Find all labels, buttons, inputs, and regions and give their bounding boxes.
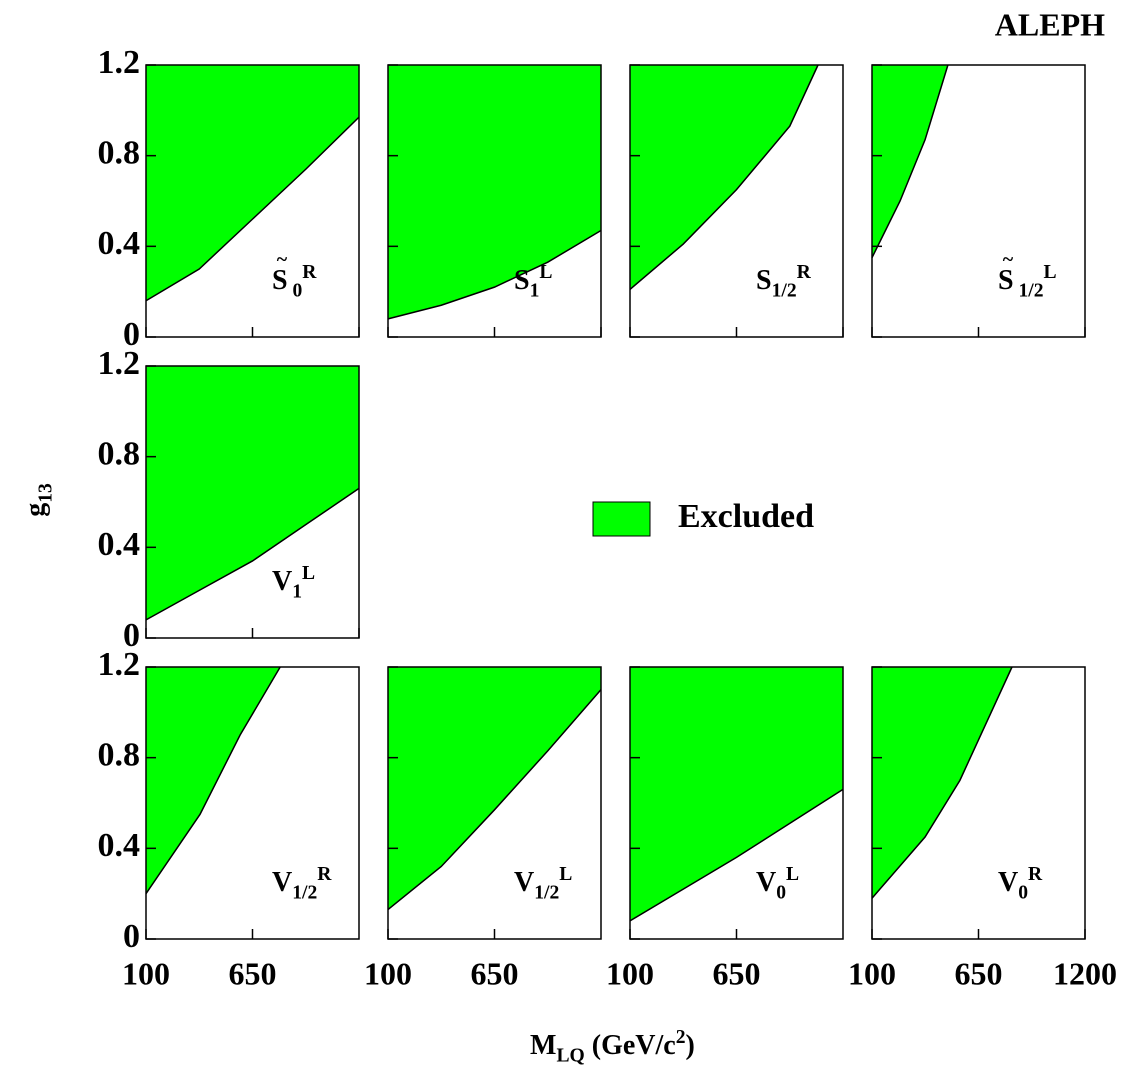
y-axis-label: g13: [20, 483, 55, 517]
exclusion-boundary: [145, 116, 360, 302]
panel-label: S1L: [514, 262, 552, 301]
text-part: LQ: [556, 1045, 584, 1066]
text-part: S: [998, 265, 1014, 296]
text-part: V: [272, 566, 292, 597]
text-part: 1: [530, 280, 540, 301]
text-part: M: [530, 1030, 556, 1061]
text-part: R: [797, 262, 812, 283]
text-part: L: [559, 864, 572, 885]
x-tick-label: 1200: [1053, 955, 1117, 991]
panel-label: S1/2R: [756, 262, 812, 301]
exclusion-boundary: [387, 229, 602, 320]
text-part: S: [756, 265, 772, 296]
text-part: L: [302, 563, 315, 584]
panel-label: S 0R: [272, 262, 317, 301]
panel-label: V0L: [756, 864, 799, 903]
text-part: 0: [288, 280, 303, 301]
text-part: 1/2: [534, 882, 559, 903]
text-part: R: [317, 864, 332, 885]
x-tick-label: 650: [229, 955, 277, 991]
y-tick-label: 1.2: [98, 345, 141, 382]
text-part: 1/2: [1014, 280, 1044, 301]
text-part: 1/2: [772, 280, 797, 301]
exclusion-boundary: [145, 666, 281, 895]
text-part: V: [756, 867, 776, 898]
text-part: R: [1028, 864, 1043, 885]
excluded-area: [630, 667, 843, 921]
text-part: 13: [35, 483, 56, 503]
text-part: L: [1044, 262, 1057, 283]
x-tick-label: 650: [713, 955, 761, 991]
y-tick-label: 0.8: [98, 134, 141, 171]
text-part: S: [272, 265, 288, 296]
y-tick-label: 0: [123, 617, 140, 654]
excluded-area: [388, 667, 601, 910]
excluded-area: [872, 65, 948, 258]
text-part: 1/2: [292, 882, 317, 903]
panel-label: V0R: [998, 864, 1043, 903]
text-part: 2: [676, 1027, 686, 1048]
y-tick-label: 0.4: [98, 827, 141, 864]
text-part: L: [539, 262, 552, 283]
x-tick-label: 100: [606, 955, 654, 991]
text-part: g: [20, 503, 51, 517]
text-part: V: [272, 867, 292, 898]
y-tick-label: 0: [123, 316, 140, 353]
y-tick-label: 0.4: [98, 526, 141, 563]
text-part: 0: [776, 882, 786, 903]
label-accent: ~: [1003, 249, 1014, 271]
x-axis-label: MLQ (GeV/c2): [530, 1027, 695, 1066]
excluded-area: [146, 366, 359, 620]
text-part: (GeV/c: [585, 1030, 676, 1061]
panel-label: V1/2L: [514, 864, 572, 903]
panel-label: V1/2R: [272, 864, 332, 903]
y-tick-label: 0.8: [98, 435, 141, 472]
text-part: R: [302, 262, 317, 283]
panel-label: V1L: [272, 563, 315, 602]
label-accent: ~: [277, 249, 288, 271]
x-tick-label: 100: [364, 955, 412, 991]
excluded-area: [146, 65, 359, 301]
text-part: ): [686, 1030, 695, 1061]
excluded-area: [872, 667, 1012, 899]
text-part: 0: [1018, 882, 1028, 903]
exclusion-boundary: [145, 487, 360, 621]
exclusion-boundary: [387, 689, 602, 911]
legend-swatch: [592, 501, 651, 537]
y-tick-label: 0: [123, 918, 140, 955]
y-tick-label: 1.2: [98, 646, 141, 683]
x-tick-label: 100: [122, 955, 170, 991]
excluded-area: [388, 65, 601, 319]
exclusion-boundary: [871, 666, 1013, 899]
excluded-area: [630, 65, 819, 290]
y-tick-label: 0.8: [98, 736, 141, 773]
x-tick-label: 650: [471, 955, 519, 991]
y-tick-label: 0.4: [98, 225, 141, 262]
exclusion-boundary: [629, 64, 819, 290]
exclusion-boundary: [629, 788, 844, 922]
title: ALEPH: [995, 6, 1105, 42]
panel-label: S 1/2L: [998, 262, 1057, 301]
exclusion-boundary: [871, 64, 949, 258]
text-part: V: [998, 867, 1018, 898]
y-tick-label: 1.2: [98, 44, 141, 81]
text-part: S: [514, 265, 530, 296]
text-part: 1: [292, 581, 302, 602]
x-tick-label: 650: [955, 955, 1003, 991]
text-part: L: [786, 864, 799, 885]
text-part: V: [514, 867, 534, 898]
legend-label: Excluded: [678, 498, 814, 535]
x-tick-label: 100: [848, 955, 896, 991]
